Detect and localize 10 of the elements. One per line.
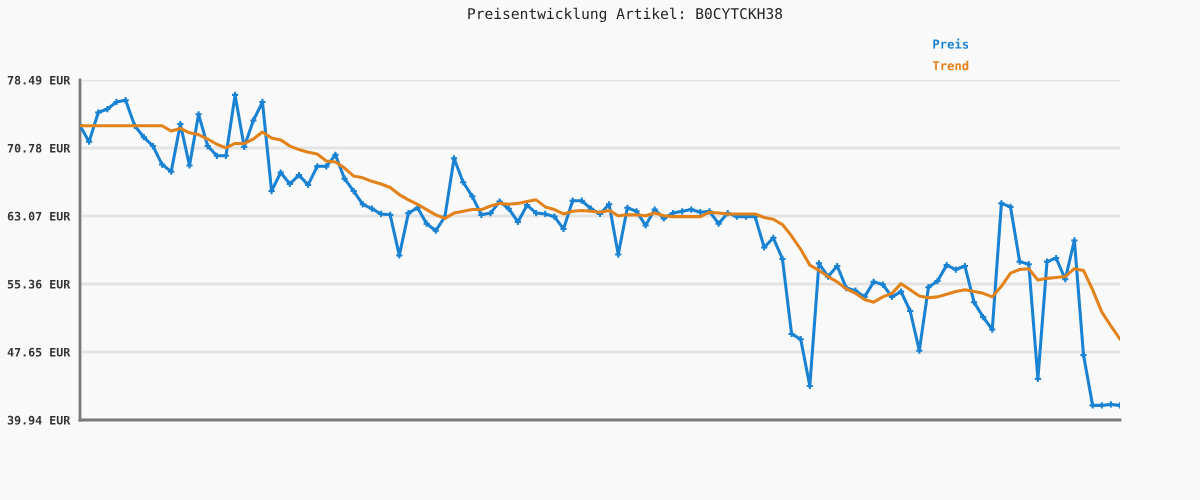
y-tick-label: 70.78 EUR: [7, 143, 71, 153]
y-tick-label: 63.07 EUR: [7, 211, 71, 221]
chart-title: Preisentwicklung Artikel: B0CYTCKH38: [468, 7, 783, 23]
text: Trend: [932, 60, 969, 71]
y-tick-label: 39.94 EUR: [7, 415, 71, 425]
y-tick-label: 47.65 EUR: [7, 347, 71, 357]
text: Preis: [933, 38, 969, 49]
y-tick-label: 78.49 EUR: [7, 75, 71, 85]
y-tick-label: 55.36 EUR: [7, 279, 71, 289]
line-series: [80, 124, 1120, 341]
